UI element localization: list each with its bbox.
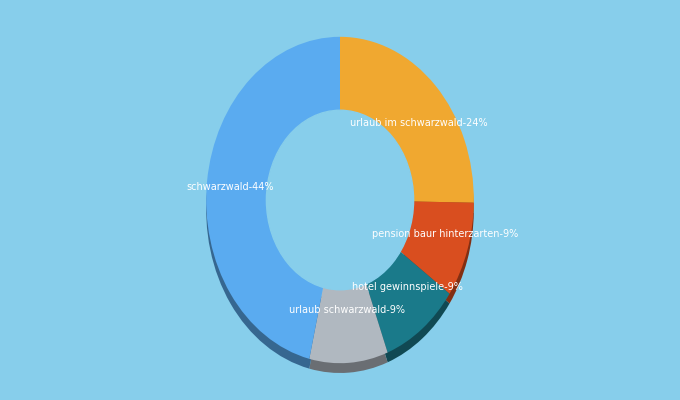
Wedge shape: [367, 252, 449, 352]
Text: pension baur hinterzarten-9%: pension baur hinterzarten-9%: [372, 229, 518, 239]
Text: urlaub schwarzwald-9%: urlaub schwarzwald-9%: [289, 305, 405, 315]
Wedge shape: [401, 211, 474, 304]
Wedge shape: [206, 37, 340, 359]
Wedge shape: [340, 46, 474, 212]
Wedge shape: [340, 37, 474, 203]
Text: schwarzwald-44%: schwarzwald-44%: [186, 182, 274, 192]
Wedge shape: [367, 261, 449, 362]
Text: hotel gewinnspiele-9%: hotel gewinnspiele-9%: [352, 282, 463, 292]
Circle shape: [267, 110, 413, 290]
Wedge shape: [206, 46, 340, 369]
Wedge shape: [309, 294, 388, 373]
Wedge shape: [309, 284, 388, 363]
Wedge shape: [401, 202, 474, 294]
Text: urlaub im schwarzwald-24%: urlaub im schwarzwald-24%: [350, 118, 488, 128]
